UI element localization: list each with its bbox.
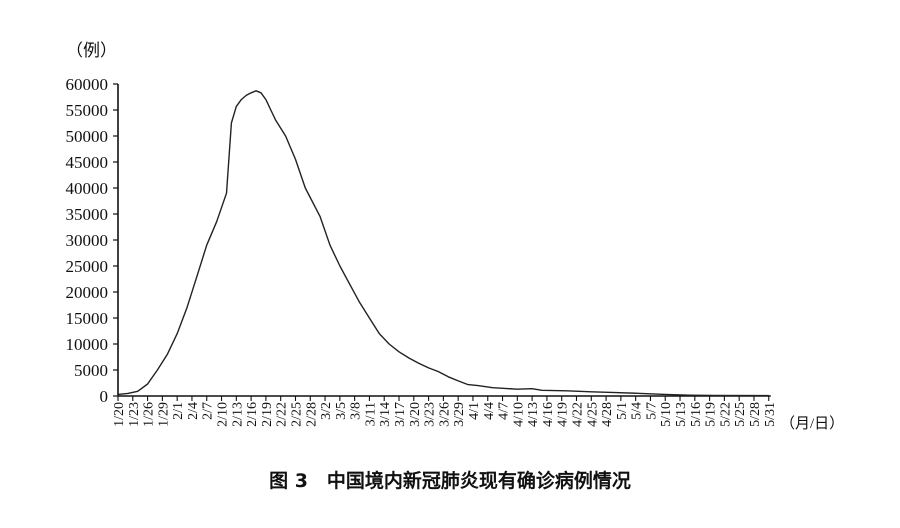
x-tick-label: 5/4 bbox=[630, 402, 645, 420]
x-tick-label: 2/4 bbox=[186, 402, 201, 420]
x-tick-label: 4/25 bbox=[585, 402, 600, 427]
x-tick-label: 2/1 bbox=[171, 402, 186, 420]
y-tick-label: 40000 bbox=[66, 179, 109, 198]
x-tick-label: 3/26 bbox=[437, 402, 452, 427]
x-tick-label: 5/13 bbox=[674, 402, 689, 427]
x-tick-label: 2/10 bbox=[216, 402, 231, 427]
x-tick-label: 2/28 bbox=[304, 402, 319, 427]
x-tick-label: 1/26 bbox=[142, 402, 157, 427]
x-tick-label: 5/25 bbox=[733, 402, 748, 427]
y-tick-label: 45000 bbox=[66, 153, 109, 172]
x-tick-label: 5/10 bbox=[659, 402, 674, 427]
x-tick-label: 4/7 bbox=[497, 402, 512, 420]
x-tick-label: 4/19 bbox=[556, 402, 571, 427]
x-tick-label: 3/2 bbox=[319, 402, 334, 420]
y-tick-label: 50000 bbox=[66, 127, 109, 146]
x-tick-label: 3/20 bbox=[408, 402, 423, 427]
y-tick-label: 15000 bbox=[66, 309, 109, 328]
y-tick-label: 60000 bbox=[66, 75, 109, 94]
active-cases-line bbox=[117, 90, 769, 397]
y-tick-label: 20000 bbox=[66, 283, 109, 302]
x-tick-label: 4/16 bbox=[541, 402, 556, 427]
chart-title: 图 3 中国境内新冠肺炎现有确诊病例情况 bbox=[269, 470, 631, 492]
x-tick-label: 3/29 bbox=[452, 402, 467, 427]
x-tick-label: 2/22 bbox=[275, 402, 290, 427]
x-tick-label: 2/19 bbox=[260, 402, 275, 427]
x-tick-label: 3/14 bbox=[378, 402, 393, 427]
y-tick-label: 55000 bbox=[66, 101, 109, 120]
x-tick-label: 1/20 bbox=[112, 402, 127, 427]
x-tick-label: 5/28 bbox=[748, 402, 763, 427]
x-tick-label: 5/22 bbox=[718, 402, 733, 427]
y-tick-label: 35000 bbox=[66, 205, 109, 224]
x-tick-label: 1/23 bbox=[127, 402, 142, 427]
x-tick-label: 2/25 bbox=[289, 402, 304, 427]
x-tick-label: 3/11 bbox=[363, 402, 378, 426]
x-tick-label: 1/29 bbox=[156, 402, 171, 427]
x-tick-label: 5/1 bbox=[615, 402, 630, 420]
y-axis-unit-label: （例） bbox=[66, 41, 117, 60]
x-tick-label: 4/1 bbox=[467, 402, 482, 420]
x-tick-label: 3/8 bbox=[349, 402, 364, 420]
x-tick-label: 5/16 bbox=[689, 402, 704, 427]
x-tick-label: 2/16 bbox=[245, 402, 260, 427]
y-tick-label: 30000 bbox=[66, 231, 109, 250]
y-tick-label: 0 bbox=[100, 387, 109, 406]
x-tick-label: 4/13 bbox=[526, 402, 541, 427]
x-axis-unit-label: （月/日） bbox=[780, 416, 845, 432]
x-tick-label: 3/5 bbox=[334, 402, 349, 420]
y-tick-label: 25000 bbox=[66, 257, 109, 276]
y-tick-label: 5000 bbox=[74, 361, 108, 380]
x-tick-label: 3/23 bbox=[423, 402, 438, 427]
x-tick-label: 3/17 bbox=[393, 402, 408, 427]
x-tick-label: 5/31 bbox=[763, 402, 778, 427]
x-tick-label: 2/7 bbox=[201, 402, 216, 420]
x-tick-label: 4/22 bbox=[570, 402, 585, 427]
y-tick-label: 10000 bbox=[66, 335, 109, 354]
x-tick-label: 4/10 bbox=[511, 402, 526, 427]
x-tick-label: 4/28 bbox=[600, 402, 615, 427]
x-tick-label: 5/7 bbox=[644, 402, 659, 420]
x-tick-label: 5/19 bbox=[704, 402, 719, 427]
x-tick-label: 2/13 bbox=[230, 402, 245, 427]
x-tick-label: 4/4 bbox=[482, 402, 497, 420]
